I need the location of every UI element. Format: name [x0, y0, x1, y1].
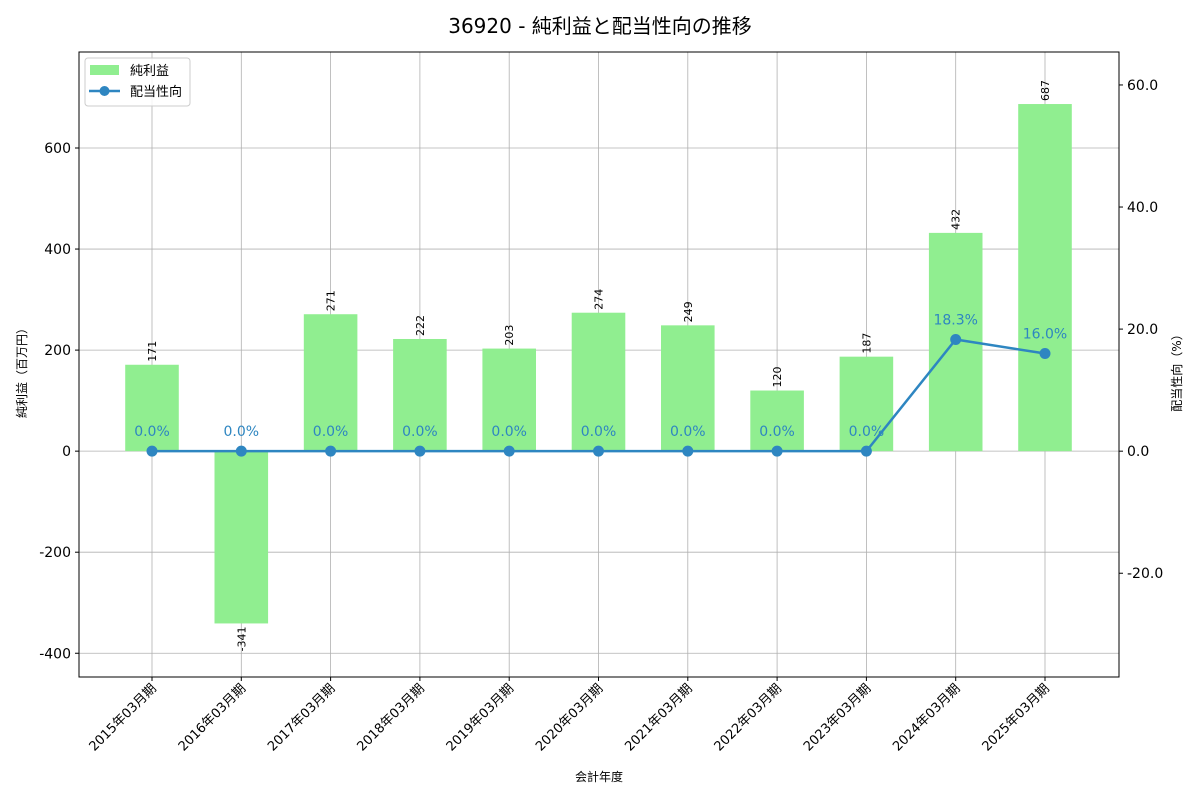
- bar-value-label: -341: [235, 626, 248, 651]
- payout-value-label: 0.0%: [759, 424, 795, 440]
- payout-value-label: 0.0%: [134, 424, 170, 440]
- x-tick-label: 2021年03月期: [622, 681, 695, 754]
- bar: [571, 312, 626, 452]
- bar: [303, 314, 358, 452]
- payout-value-label: 18.3%: [933, 312, 977, 328]
- payout-point: [682, 445, 694, 457]
- y2-tick-label: -20.0: [1127, 566, 1163, 582]
- bar-value-label: 187: [860, 333, 873, 354]
- bar-value-label: 120: [771, 367, 784, 388]
- bar-value-label: 203: [503, 325, 516, 346]
- payout-point: [414, 445, 426, 457]
- payout-point: [235, 445, 247, 457]
- payout-point: [503, 445, 515, 457]
- bar-value-label: 271: [325, 290, 338, 311]
- payout-value-label: 0.0%: [224, 424, 260, 440]
- payout-value-label: 0.0%: [581, 424, 617, 440]
- x-tick-label: 2022年03月期: [712, 681, 785, 754]
- payout-value-label: 0.0%: [491, 424, 527, 440]
- y-tick-label: 600: [44, 141, 71, 157]
- payout-point: [860, 445, 872, 457]
- payout-point: [1039, 348, 1051, 360]
- payout-point: [771, 445, 783, 457]
- x-tick-label: 2023年03月期: [801, 681, 874, 754]
- payout-value-label: 0.0%: [670, 424, 706, 440]
- payout-point: [146, 445, 158, 457]
- legend-label-bar: 純利益: [130, 64, 169, 79]
- y-tick-label: 400: [44, 242, 71, 258]
- y-tick-label: 200: [44, 343, 71, 359]
- bar-value-label: 687: [1039, 80, 1052, 101]
- bar: [750, 390, 804, 452]
- y2-axis-label: 配当性向（%）: [1169, 328, 1184, 411]
- y2-tick-label: 20.0: [1127, 322, 1158, 338]
- payout-point: [950, 333, 962, 345]
- bar-value-label: 432: [950, 209, 963, 230]
- bar: [1018, 104, 1072, 452]
- payout-value-label: 0.0%: [313, 424, 349, 440]
- y2-tick-label: 0.0: [1127, 444, 1149, 460]
- legend-marker: [99, 86, 110, 96]
- legend-label-line: 配当性向: [130, 84, 182, 100]
- y2-tick-label: 60.0: [1127, 78, 1158, 94]
- x-tick-label: 2017年03月期: [265, 681, 338, 754]
- bar: [393, 338, 447, 452]
- payout-point: [593, 445, 604, 457]
- y-tick-label: -200: [39, 545, 71, 561]
- y2-tick-label: 40.0: [1127, 200, 1158, 216]
- x-axis-label: 会計年度: [575, 769, 623, 784]
- payout-value-label: 0.0%: [849, 424, 885, 440]
- x-tick-label: 2015年03月期: [87, 681, 160, 754]
- bar: [214, 451, 269, 624]
- bar-value-label: 274: [593, 289, 606, 310]
- x-tick-label: 2019年03月期: [444, 681, 517, 754]
- bar: [125, 364, 179, 452]
- x-tick-label: 2018年03月期: [354, 681, 427, 754]
- legend: 純利益 配当性向: [84, 57, 191, 107]
- payout-point: [325, 445, 337, 457]
- bars: 171 -341 271 222 203 274 249 120 187 432 687: [125, 80, 1072, 651]
- bar-value-label: 222: [414, 315, 427, 336]
- legend-swatch-bar: [90, 65, 119, 75]
- chart-title: 36920 - 純利益と配当性向の推移: [448, 14, 752, 38]
- payout-value-label: 0.0%: [402, 424, 438, 440]
- bar-value-label: 249: [682, 301, 695, 322]
- y-axis-label: 純利益（百万円）: [15, 322, 29, 418]
- bar: [482, 348, 536, 452]
- bar-value-label: 171: [146, 341, 159, 362]
- payout-value-label: 16.0%: [1023, 327, 1067, 343]
- x-tick-label: 2024年03月期: [890, 681, 963, 754]
- bar: [839, 356, 894, 452]
- y-tick-label: -400: [39, 646, 71, 662]
- x-tick-label: 2025年03月期: [980, 681, 1053, 754]
- bar: [661, 325, 715, 452]
- y-tick-label: 0: [62, 444, 71, 460]
- x-tick-label: 2020年03月期: [533, 681, 606, 754]
- payout-line: 0.0% 0.0% 0.0% 0.0% 0.0% 0.0% 0.0% 0.0% 0.0% 18.3…: [134, 312, 1067, 457]
- x-tick-label: 2016年03月期: [176, 681, 249, 754]
